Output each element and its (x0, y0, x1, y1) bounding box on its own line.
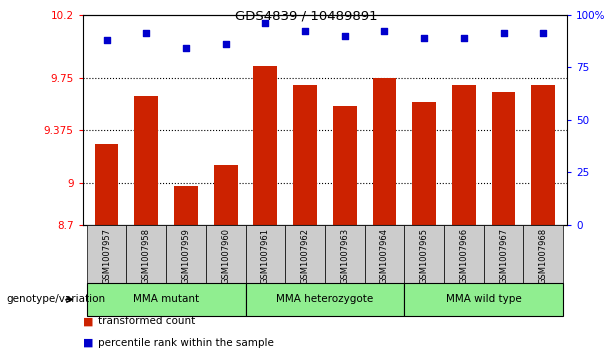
Text: MMA mutant: MMA mutant (133, 294, 199, 305)
Text: GSM1007968: GSM1007968 (539, 228, 547, 284)
Text: GDS4839 / 10489891: GDS4839 / 10489891 (235, 9, 378, 22)
Text: genotype/variation: genotype/variation (6, 294, 105, 305)
Point (300, 28, 310, 34)
Text: GSM1007960: GSM1007960 (221, 228, 230, 284)
Bar (134, 96, 158, 225)
Text: GSM1007962: GSM1007962 (300, 228, 310, 284)
Bar (86, 283, 245, 316)
Bar (166, 225, 206, 283)
Point (459, 35, 469, 41)
Bar (524, 225, 563, 283)
Point (142, 30, 151, 36)
Bar (405, 225, 444, 283)
Text: GSM1007961: GSM1007961 (261, 228, 270, 284)
Bar (325, 225, 365, 283)
Bar (293, 85, 317, 225)
Bar (94, 144, 118, 225)
Bar (484, 225, 524, 283)
Bar (245, 225, 285, 283)
Point (538, 30, 548, 36)
Text: ■: ■ (83, 338, 93, 348)
Text: transformed count: transformed count (98, 316, 196, 326)
Text: GSM1007963: GSM1007963 (340, 228, 349, 284)
Bar (206, 225, 245, 283)
Bar (531, 85, 555, 225)
Point (261, 20, 270, 26)
Bar (452, 85, 476, 225)
Bar (245, 283, 405, 316)
Text: MMA heterozygote: MMA heterozygote (276, 294, 373, 305)
Bar (405, 283, 563, 316)
Text: GSM1007965: GSM1007965 (420, 228, 428, 284)
Point (379, 28, 389, 34)
Bar (444, 225, 484, 283)
Bar (412, 102, 436, 225)
Text: GSM1007964: GSM1007964 (380, 228, 389, 284)
Text: ■: ■ (83, 316, 93, 326)
Point (102, 37, 112, 43)
Bar (126, 225, 166, 283)
Text: GSM1007959: GSM1007959 (181, 228, 191, 284)
Point (419, 35, 429, 41)
Point (498, 30, 508, 36)
Bar (253, 66, 277, 225)
Bar (86, 225, 126, 283)
Point (181, 45, 191, 51)
Point (340, 33, 349, 38)
Bar (373, 78, 397, 225)
Text: GSM1007958: GSM1007958 (142, 228, 151, 284)
Point (221, 41, 230, 47)
Text: GSM1007966: GSM1007966 (459, 228, 468, 284)
Bar (492, 92, 516, 225)
Bar (365, 225, 405, 283)
Bar (333, 106, 357, 225)
Text: GSM1007957: GSM1007957 (102, 228, 111, 284)
Text: MMA wild type: MMA wild type (446, 294, 522, 305)
Text: GSM1007967: GSM1007967 (499, 228, 508, 284)
Bar (285, 225, 325, 283)
Bar (214, 165, 238, 225)
Bar (174, 186, 198, 225)
Text: percentile rank within the sample: percentile rank within the sample (98, 338, 274, 348)
